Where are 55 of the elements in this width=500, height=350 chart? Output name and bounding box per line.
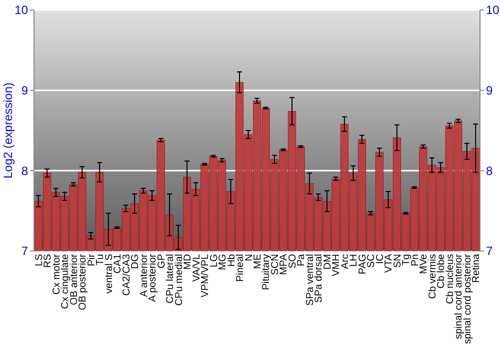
y2-tick-label: 9: [486, 84, 493, 98]
x-tick-label: CPu medial: [174, 254, 185, 306]
x-tick-label: Pituitary: [261, 254, 272, 290]
x-tick-label: spinal cord posterior: [462, 253, 474, 344]
x-tick-label: VTA: [384, 254, 395, 273]
x-tick-label: OB posterior: [78, 253, 89, 310]
x-tick-label: CA1: [112, 254, 124, 274]
x-tick-label: Retina: [471, 254, 482, 283]
x-tick-label: DM: [322, 254, 334, 270]
y-tick-label: 9: [21, 84, 28, 98]
x-tick-label: CA2/CA3: [121, 254, 132, 296]
x-tick-label: Arc: [340, 254, 351, 269]
x-tick-label: Pa: [296, 254, 308, 266]
y-tick-label: 10: [14, 3, 28, 18]
x-tick-label: Tu: [95, 254, 106, 266]
x-tick-label: ME: [252, 254, 264, 269]
x-tick-label: Cb nucleus: [444, 254, 456, 304]
x-tick-label: MVe: [418, 254, 430, 274]
y2-tick-label: 7: [486, 244, 493, 258]
x-tick-label: MPA: [278, 254, 290, 275]
x-tick-label: LG: [208, 254, 220, 268]
x-tick-label: Cx cingulate: [60, 254, 72, 310]
x-tick-label: SO: [287, 254, 298, 268]
x-tick-label: VPM/VPL: [200, 254, 212, 298]
x-tick-label: A posterior: [148, 253, 159, 302]
x-tick-label: SC: [366, 254, 378, 268]
x-tick-label: Pineal: [235, 254, 246, 282]
x-tick-label: SPa dorsal: [314, 254, 325, 303]
x-tick-label: GP: [156, 254, 168, 268]
x-tick-label: SCN: [270, 254, 281, 276]
y-tick-label: 7: [21, 244, 28, 258]
x-tick-label: LS: [34, 254, 45, 266]
x-tick-label: LH: [348, 254, 360, 267]
y2-tick-label: 10: [486, 3, 500, 18]
x-tick-label: PAG: [357, 254, 368, 274]
x-tick-label: A anterior: [138, 253, 150, 297]
x-tick-label: N: [244, 254, 255, 262]
y2-tick-label: 8: [486, 164, 493, 178]
x-tick-label: SPa ventral: [304, 254, 316, 306]
x-tick-label: OB anterior: [68, 253, 80, 306]
x-tick-label: RS: [42, 254, 54, 268]
x-tick-label: spinal cord anterior: [454, 253, 465, 340]
x-tick-label: Tg: [401, 254, 412, 266]
x-tick-label: Pn: [410, 254, 421, 266]
x-tick-label: Pir: [86, 253, 98, 266]
y-axis-title: Log2 (expression): [1, 82, 15, 179]
x-tick-label: Cb vermis: [427, 254, 438, 300]
y-tick-label: 8: [21, 164, 28, 178]
x-tick-label: IC: [374, 254, 386, 264]
x-tick-label: DG: [130, 254, 142, 269]
x-tick-label: VMH: [331, 254, 342, 276]
x-tick-label: Hb: [226, 254, 238, 267]
x-tick-label: Cb lobe: [436, 254, 448, 288]
x-tick-label: SN: [392, 254, 404, 268]
x-tick-label: ventral S: [104, 254, 115, 294]
